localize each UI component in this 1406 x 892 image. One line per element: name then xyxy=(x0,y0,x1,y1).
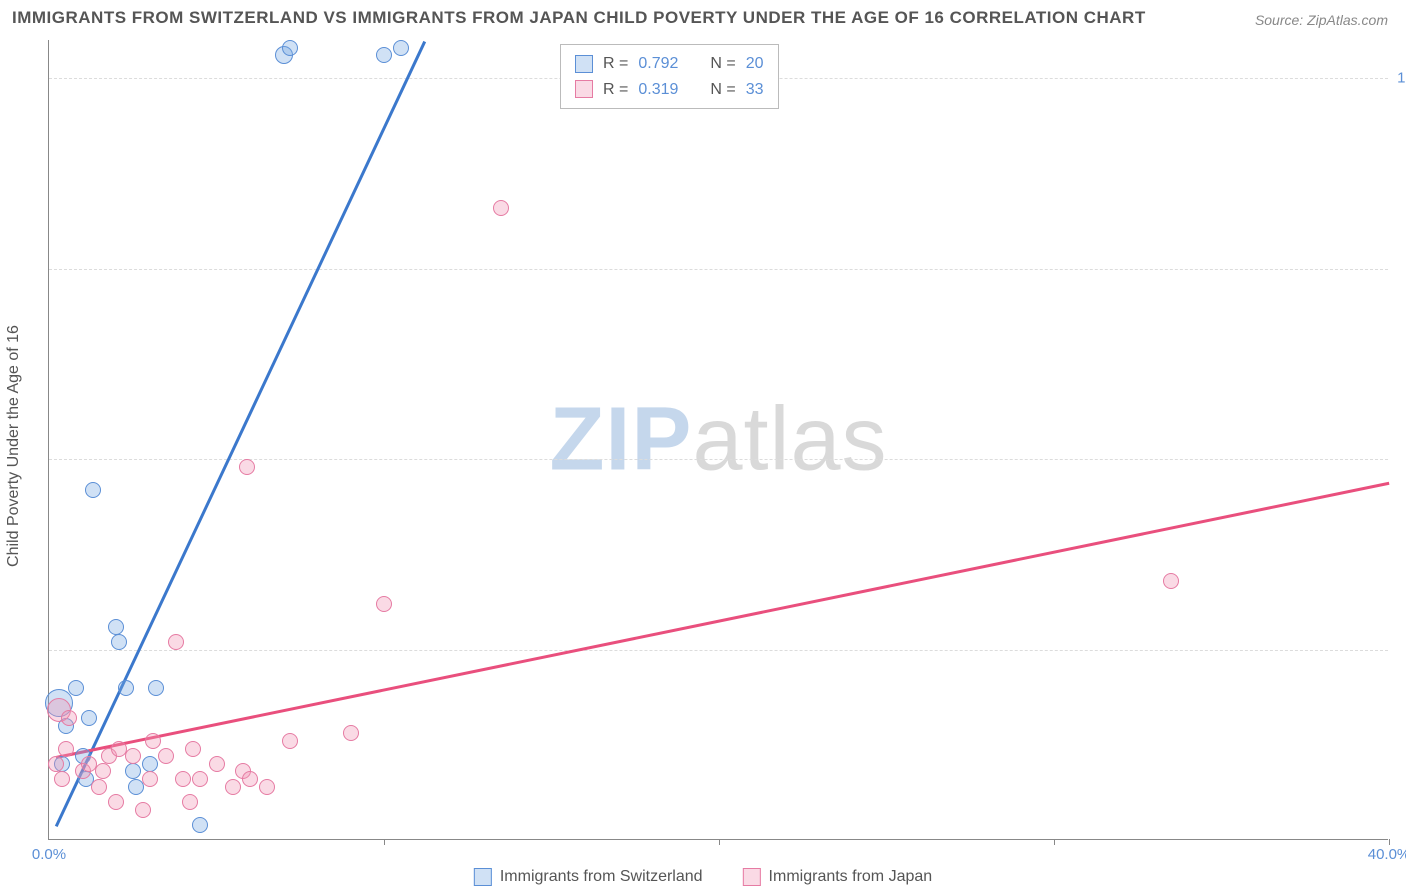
x-tick-mark xyxy=(719,839,720,845)
r-value: 0.792 xyxy=(638,51,678,77)
data-point xyxy=(85,482,101,498)
watermark: ZIPatlas xyxy=(549,388,887,491)
legend-swatch xyxy=(474,868,492,886)
legend-correlation-row: R = 0.792 N = 20 xyxy=(575,51,764,77)
data-point xyxy=(91,779,107,795)
data-point xyxy=(81,710,97,726)
r-label: R = xyxy=(603,77,628,103)
data-point xyxy=(175,771,191,787)
data-point xyxy=(192,771,208,787)
y-tick-label: 75.0% xyxy=(1393,260,1406,277)
n-value: 20 xyxy=(746,51,764,77)
data-point xyxy=(282,733,298,749)
n-label: N = xyxy=(710,77,735,103)
data-point xyxy=(242,771,258,787)
data-point xyxy=(182,794,198,810)
data-point xyxy=(48,756,64,772)
data-point xyxy=(168,634,184,650)
watermark-zip: ZIP xyxy=(549,389,692,489)
data-point xyxy=(225,779,241,795)
data-point xyxy=(125,748,141,764)
plot-area: ZIPatlas 25.0%50.0%75.0%100.0%0.0%40.0% xyxy=(48,40,1388,840)
data-point xyxy=(142,756,158,772)
y-tick-label: 50.0% xyxy=(1393,451,1406,468)
data-point xyxy=(393,40,409,56)
y-axis-label: Child Poverty Under the Age of 16 xyxy=(5,325,23,567)
data-point xyxy=(239,459,255,475)
y-tick-label: 25.0% xyxy=(1393,641,1406,658)
data-point xyxy=(118,680,134,696)
r-label: R = xyxy=(603,51,628,77)
trend-line xyxy=(55,41,426,827)
x-tick-mark xyxy=(1054,839,1055,845)
data-point xyxy=(343,725,359,741)
x-tick-label: 0.0% xyxy=(32,846,66,863)
r-value: 0.319 xyxy=(638,77,678,103)
n-label: N = xyxy=(710,51,735,77)
data-point xyxy=(185,741,201,757)
data-point xyxy=(148,680,164,696)
data-point xyxy=(54,771,70,787)
data-point xyxy=(376,47,392,63)
data-point xyxy=(376,596,392,612)
series-legend: Immigrants from Switzerland Immigrants fr… xyxy=(474,868,932,886)
source-attribution: Source: ZipAtlas.com xyxy=(1255,12,1388,28)
data-point xyxy=(108,619,124,635)
chart-title: IMMIGRANTS FROM SWITZERLAND VS IMMIGRANT… xyxy=(12,8,1146,28)
data-point xyxy=(158,748,174,764)
trend-line xyxy=(55,482,1389,759)
x-tick-mark xyxy=(1389,839,1390,845)
data-point xyxy=(135,802,151,818)
data-point xyxy=(142,771,158,787)
legend-swatch xyxy=(575,55,593,73)
data-point xyxy=(259,779,275,795)
data-point xyxy=(1163,573,1179,589)
y-tick-label: 100.0% xyxy=(1393,70,1406,87)
data-point xyxy=(493,200,509,216)
x-tick-label: 40.0% xyxy=(1368,846,1406,863)
data-point xyxy=(145,733,161,749)
data-point xyxy=(282,40,298,56)
data-point xyxy=(125,763,141,779)
legend-correlation-row: R = 0.319 N = 33 xyxy=(575,77,764,103)
legend-swatch xyxy=(743,868,761,886)
data-point xyxy=(209,756,225,772)
data-point xyxy=(95,763,111,779)
x-tick-mark xyxy=(384,839,385,845)
legend-series-label: Immigrants from Switzerland xyxy=(500,868,703,886)
data-point xyxy=(111,634,127,650)
legend-series-label: Immigrants from Japan xyxy=(769,868,933,886)
n-value: 33 xyxy=(746,77,764,103)
data-point xyxy=(108,794,124,810)
legend-swatch xyxy=(575,80,593,98)
data-point xyxy=(58,741,74,757)
data-point xyxy=(68,680,84,696)
watermark-atlas: atlas xyxy=(692,389,887,489)
data-point xyxy=(192,817,208,833)
gridline-horizontal xyxy=(49,269,1388,270)
legend-series-item: Immigrants from Switzerland xyxy=(474,868,703,886)
correlation-legend: R = 0.792 N = 20 R = 0.319 N = 33 xyxy=(560,44,779,109)
legend-series-item: Immigrants from Japan xyxy=(743,868,933,886)
data-point xyxy=(61,710,77,726)
gridline-horizontal xyxy=(49,650,1388,651)
